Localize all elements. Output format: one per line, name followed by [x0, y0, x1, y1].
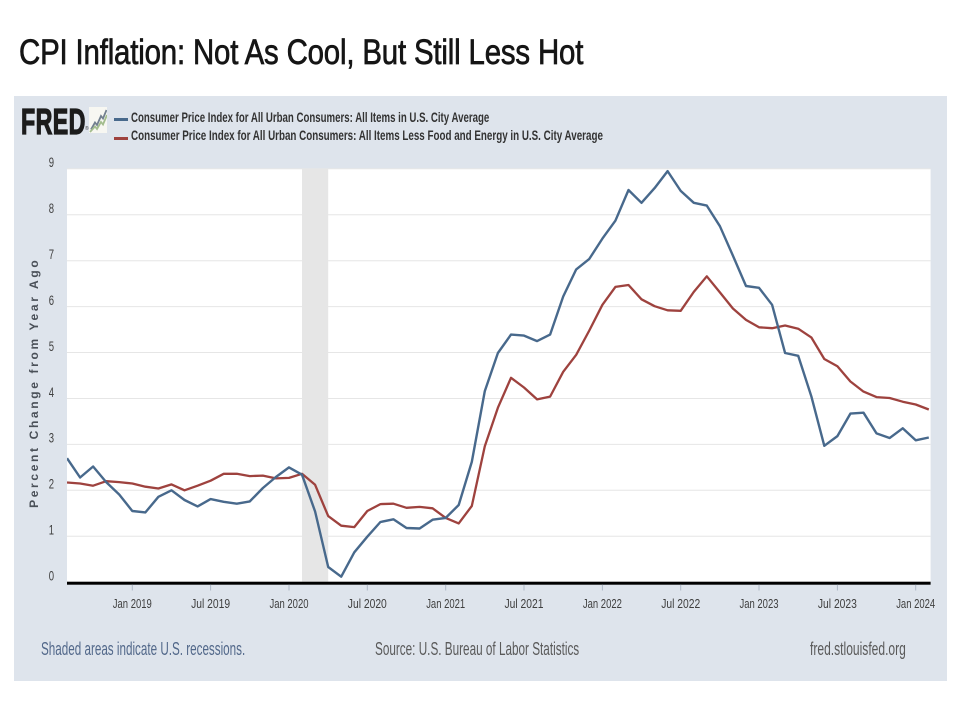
svg-text:Jan 2024: Jan 2024	[896, 596, 935, 611]
svg-text:1: 1	[49, 522, 54, 538]
svg-text:7: 7	[49, 246, 54, 262]
svg-text:Jan 2021: Jan 2021	[426, 596, 465, 611]
svg-text:Jul 2020: Jul 2020	[348, 596, 387, 611]
svg-text:9: 9	[49, 154, 54, 170]
svg-text:4: 4	[49, 384, 54, 400]
svg-text:Jul 2023: Jul 2023	[818, 596, 857, 611]
svg-text:Jan 2019: Jan 2019	[113, 596, 152, 611]
svg-text:0: 0	[49, 568, 54, 584]
svg-text:Jan 2023: Jan 2023	[740, 596, 779, 611]
svg-text:Jul 2019: Jul 2019	[191, 596, 230, 611]
svg-text:Jul 2021: Jul 2021	[505, 596, 544, 611]
svg-text:Jul 2022: Jul 2022	[661, 596, 700, 611]
svg-text:8: 8	[49, 200, 54, 216]
svg-text:Jan 2020: Jan 2020	[270, 596, 309, 611]
svg-text:5: 5	[49, 338, 54, 354]
svg-text:3: 3	[49, 430, 54, 446]
svg-text:6: 6	[49, 292, 54, 308]
svg-text:Percent Change from Year Ago: Percent Change from Year Ago	[27, 258, 41, 508]
svg-text:Jan 2022: Jan 2022	[583, 596, 622, 611]
svg-text:2: 2	[49, 476, 54, 492]
